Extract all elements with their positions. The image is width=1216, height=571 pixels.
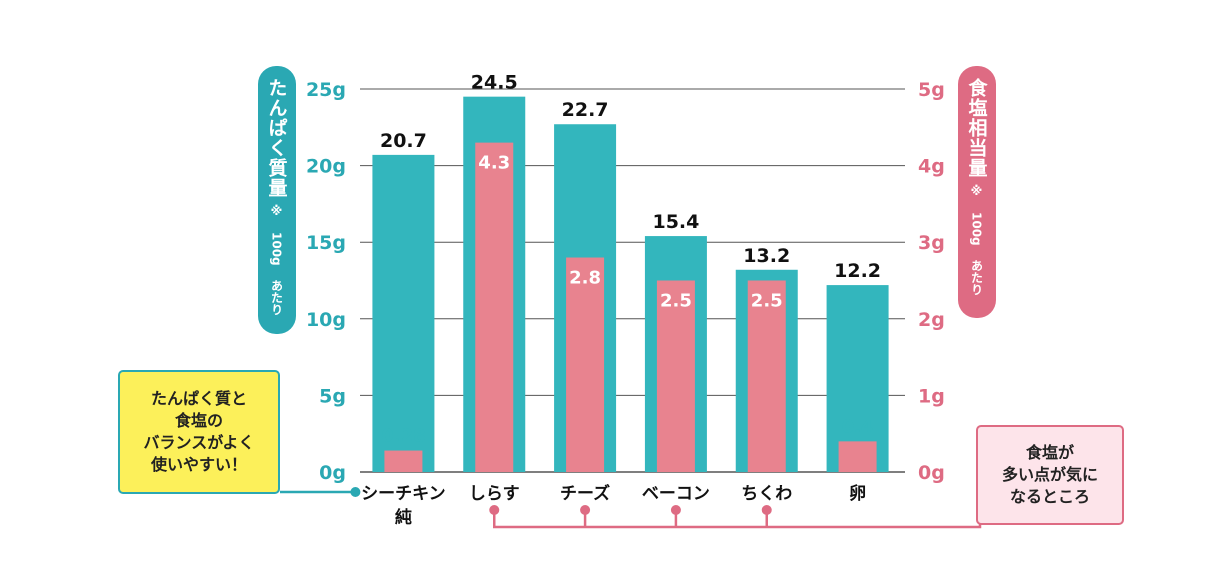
salt-bar <box>747 280 786 472</box>
left-tick-label: 0g <box>319 462 346 484</box>
right-tick-label: 0g <box>918 462 945 484</box>
salt-value-label: 2.5 <box>660 291 692 312</box>
right-tick-label: 2g <box>918 309 945 331</box>
callout-salty-bracket <box>493 510 982 529</box>
right-axis-title-text: 食塩相当量 <box>965 78 988 178</box>
protein-value-label: 15.4 <box>652 211 699 233</box>
right-tick-label: 4g <box>918 156 945 178</box>
callout-balanced-text: たんぱく質と 食塩の バランスがよく 使いやすい！ <box>143 389 255 474</box>
right-tick-label: 1g <box>918 385 945 407</box>
right-tick-label: 5g <box>918 79 945 101</box>
left-tick-label: 10g <box>306 309 346 331</box>
protein-value-label: 12.2 <box>834 260 881 282</box>
salt-bar <box>838 441 877 472</box>
callout-salty-text: 食塩が 多い点が気に なるところ <box>1001 443 1098 506</box>
salt-value-label: 0.28 <box>381 426 425 447</box>
left-axis-note-text: あたり <box>269 279 284 316</box>
left-tick-label: 5g <box>319 385 346 407</box>
salt-bar <box>566 257 605 472</box>
category-label: 純 <box>395 507 412 528</box>
protein-bar <box>826 285 889 472</box>
left-axis-title: たんぱく質量 ※ 100g あたり <box>258 66 296 334</box>
category-label: シーチキン <box>361 484 446 504</box>
right-axis-note-num: 100g <box>969 212 984 246</box>
protein-value-label: 13.2 <box>743 245 790 267</box>
right-axis-note: ※ 100g あたり <box>969 184 986 296</box>
left-tick-label: 20g <box>306 156 346 178</box>
bars <box>372 96 889 473</box>
left-tick-label: 15g <box>306 232 346 254</box>
left-axis-title-text: たんぱく質量 <box>265 78 288 198</box>
right-axis-note-mark: ※ <box>969 184 984 198</box>
callout-salty: 食塩が 多い点が気に なるところ <box>976 425 1124 525</box>
callout-salty-dot <box>489 505 500 515</box>
callout-balanced-dot <box>350 487 361 497</box>
category-label: チーズ <box>560 483 610 504</box>
salt-value-label: 2.5 <box>751 291 783 312</box>
category-label: しらす <box>469 484 520 504</box>
right-axis-title: 食塩相当量 ※ 100g あたり <box>958 66 996 318</box>
salt-bar <box>384 450 423 472</box>
salt-value-label: 0.4 <box>842 416 874 437</box>
category-label: ちくわ <box>741 484 792 504</box>
callout-salty-dot <box>580 505 591 515</box>
left-tick-label: 25g <box>306 79 346 101</box>
salt-value-label: 4.3 <box>478 153 510 174</box>
protein-bar <box>372 154 435 472</box>
callout-salty-dot <box>670 505 681 515</box>
left-axis-note-num: 100g <box>269 232 284 266</box>
gridlines: 0g 0g 5g 1g 10g 2g 15g 3g 20g 4g 25g 5g <box>306 79 945 484</box>
category-label: ベーコン <box>642 484 710 504</box>
right-tick-label: 3g <box>918 232 945 254</box>
protein-value-label: 22.7 <box>562 99 609 121</box>
salt-value-label: 2.8 <box>569 268 601 289</box>
category-label: 卵 <box>849 483 866 504</box>
right-axis-note-text: あたり <box>969 259 984 296</box>
protein-value-label: 20.7 <box>380 130 427 152</box>
salt-bar <box>656 280 695 472</box>
salt-bar <box>475 142 514 472</box>
callout-balanced: たんぱく質と 食塩の バランスがよく 使いやすい！ <box>118 370 280 494</box>
protein-value-label: 24.5 <box>471 72 518 94</box>
callout-salty-dot <box>761 505 772 515</box>
left-axis-note: ※ 100g あたり <box>269 204 286 316</box>
left-axis-note-mark: ※ <box>269 204 284 218</box>
